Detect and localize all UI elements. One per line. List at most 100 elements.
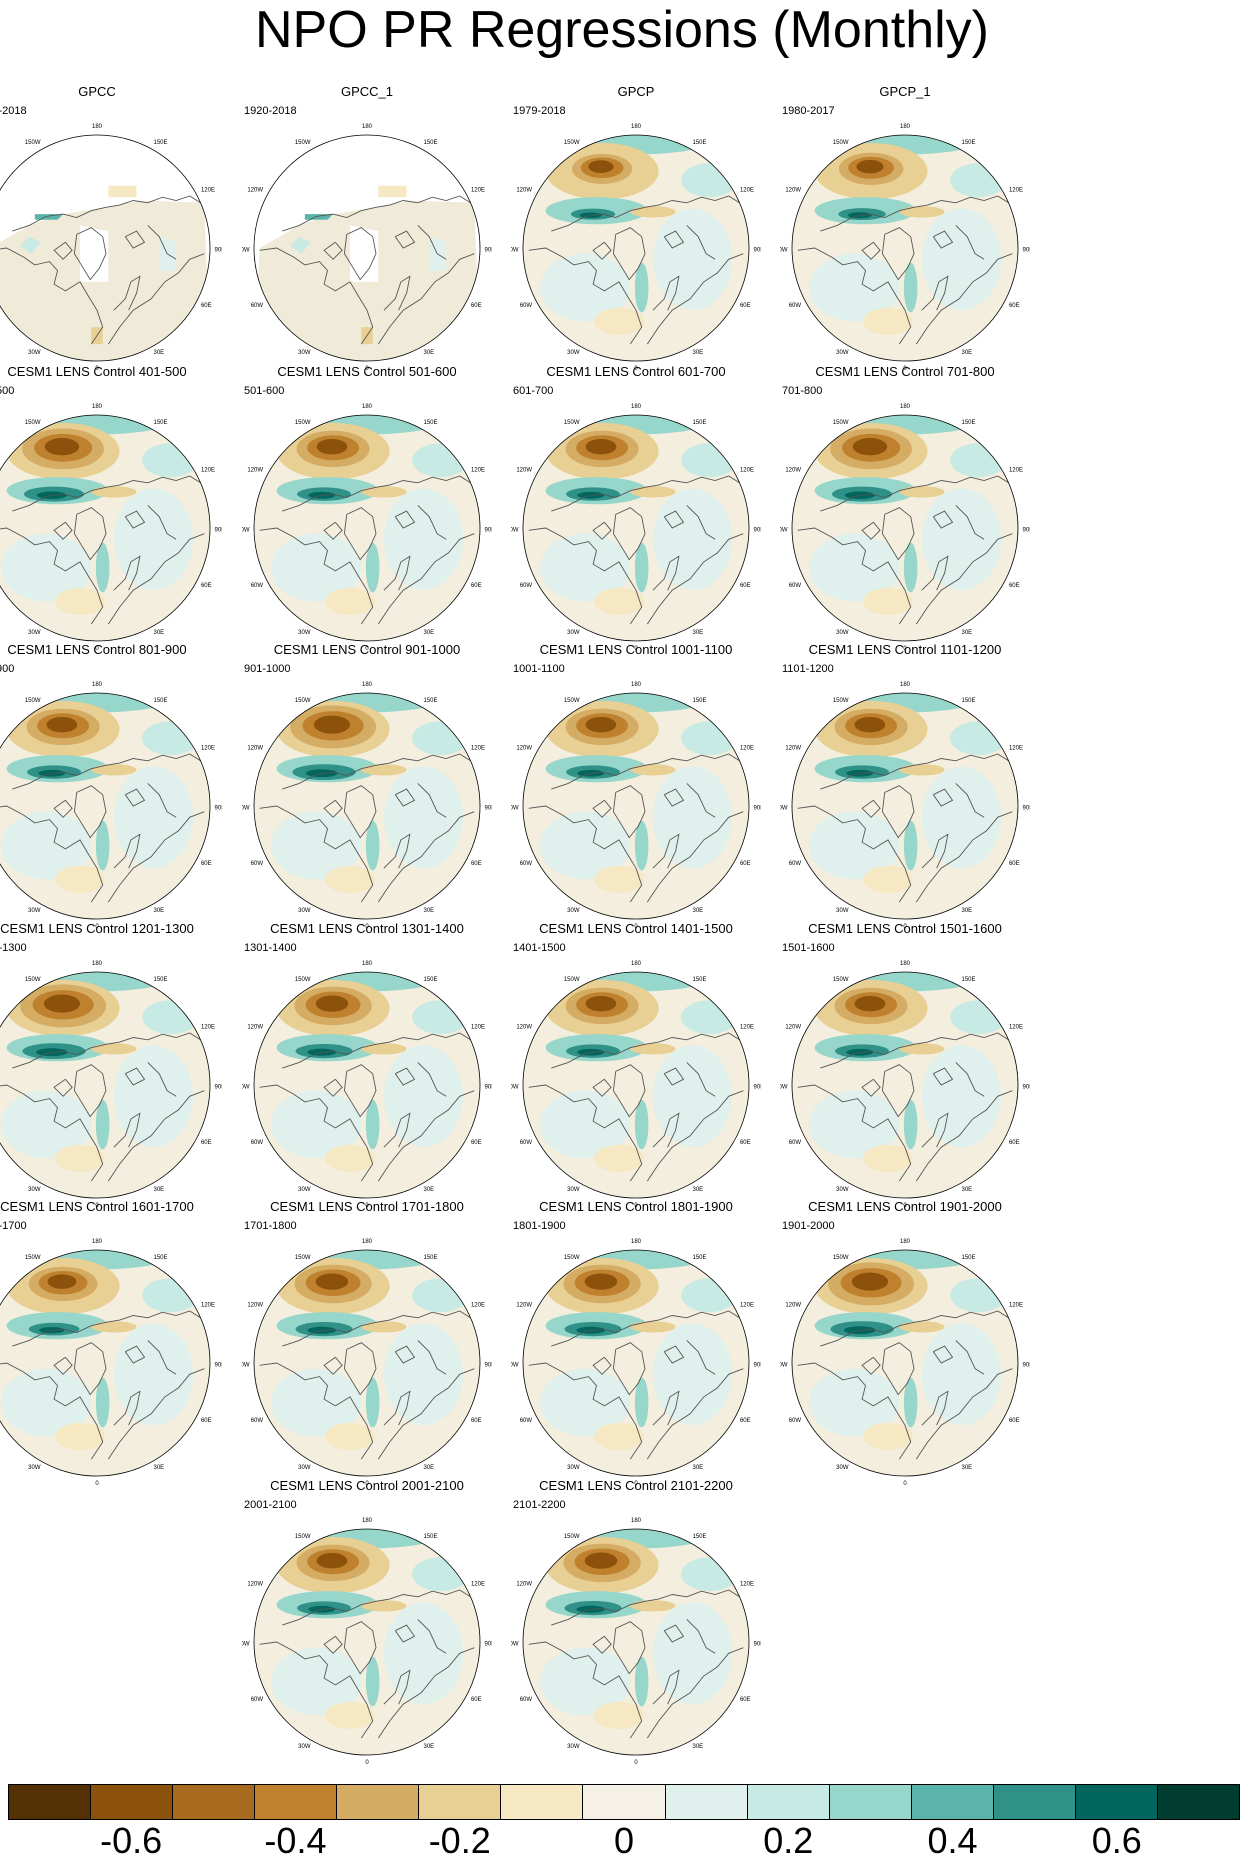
- coastline: [53, 241, 73, 260]
- lon-label: 0: [903, 1203, 907, 1209]
- panel-period: 1979-2018: [513, 105, 566, 117]
- lon-label: 60W: [520, 583, 533, 589]
- lon-label: 60W: [789, 583, 802, 589]
- lon-label: 60E: [201, 1140, 212, 1146]
- colorbar-tick-label: 0.6: [1091, 1820, 1142, 1861]
- anomaly-patch: [585, 438, 617, 455]
- lon-label: 60W: [251, 1140, 264, 1146]
- lon-label: 120W: [516, 1303, 532, 1309]
- coastline: [0, 1362, 104, 1460]
- lon-label: 60E: [471, 1140, 482, 1146]
- anomaly-patch: [681, 163, 738, 198]
- lon-label: 120E: [471, 1303, 485, 1309]
- lon-label: 30E: [693, 1744, 704, 1750]
- lon-label: 60E: [471, 303, 482, 309]
- anomaly-patch: [852, 438, 888, 456]
- panel-period: 1501-1600: [782, 942, 835, 954]
- anomaly-patch: [921, 208, 1002, 311]
- panel-title: CESM1 LENS Control 1801-1900: [539, 1199, 733, 1214]
- coastline: [686, 783, 716, 818]
- anomaly-patch: [539, 811, 631, 880]
- anomaly-patch: [315, 1273, 349, 1290]
- coastline: [797, 247, 912, 345]
- lon-label: 150W: [25, 1255, 41, 1261]
- anomaly-patch: [539, 1647, 631, 1716]
- panel-period: 2101-2200: [513, 1499, 566, 1511]
- lon-label: 60E: [201, 861, 212, 867]
- lon-label: 180: [92, 1239, 103, 1245]
- polar-map: 180 150W 150E 120W 120E 90W 90E 60W 60E 30W 30E 0: [511, 961, 761, 1209]
- coastline: [592, 799, 612, 818]
- colorbar-box: [747, 1785, 830, 1819]
- polar-map: 180 150W 150E 120W 120E 90W 90E 60W 60E 30W 30E 0: [511, 1239, 761, 1487]
- colorbar-tick-label: -0.6: [100, 1820, 163, 1861]
- anomaly-patch: [270, 811, 362, 880]
- lon-label: 60E: [1009, 303, 1020, 309]
- coastline: [417, 1619, 447, 1654]
- lon-label: 60E: [740, 1418, 751, 1424]
- anomaly-patch: [315, 995, 349, 1012]
- coastline: [417, 1062, 447, 1097]
- lon-label: 180: [92, 404, 103, 410]
- anomaly-patch: [681, 1278, 738, 1313]
- anomaly-patch: [594, 1701, 644, 1730]
- anomaly-patch: [681, 1557, 738, 1592]
- coastline: [343, 1342, 377, 1396]
- coastline: [12, 1310, 205, 1347]
- lon-label: 60W: [251, 1697, 264, 1703]
- panel-period: 401-500: [0, 385, 15, 397]
- lon-label: 150E: [424, 140, 438, 146]
- coastline: [663, 1624, 685, 1643]
- coastline: [113, 833, 141, 869]
- lon-label: 90W: [511, 1641, 519, 1647]
- anomaly-patch: [903, 262, 918, 313]
- coastline: [612, 1064, 646, 1118]
- lon-label: 150W: [295, 420, 311, 426]
- coastline: [528, 247, 643, 345]
- lon-label: 90W: [780, 805, 788, 811]
- lon-label: 180: [631, 961, 642, 967]
- coastline: [113, 275, 141, 311]
- lon-label: 30E: [693, 1465, 704, 1471]
- anomaly-patch: [44, 438, 80, 456]
- anomaly-patch: [921, 1045, 1002, 1148]
- anomaly-patch: [365, 1377, 380, 1428]
- lon-label: 30W: [567, 1465, 580, 1471]
- lon-label: 150W: [564, 1534, 580, 1540]
- anomaly-patch: [383, 1602, 464, 1705]
- lon-label: 60W: [520, 1140, 533, 1146]
- lon-label: 30W: [836, 630, 849, 636]
- anomaly-patch: [361, 486, 407, 498]
- coastline: [820, 475, 1013, 512]
- lon-label: 180: [92, 961, 103, 967]
- anomaly-patch: [95, 820, 110, 871]
- map-border: [0, 971, 211, 1199]
- coastline: [0, 805, 104, 903]
- coastline: [861, 521, 881, 540]
- lon-label: 60E: [1009, 1140, 1020, 1146]
- anomaly-patch: [634, 1099, 649, 1150]
- anomaly-patch: [863, 307, 913, 336]
- coastline: [861, 1356, 881, 1375]
- lon-label: 90E: [485, 1084, 492, 1090]
- anomaly-patch: [325, 587, 375, 616]
- coastline: [53, 1356, 73, 1375]
- colorbar-box: [911, 1785, 994, 1819]
- anomaly-patch: [921, 488, 1002, 591]
- lon-label: 150E: [693, 420, 707, 426]
- colorbar-box: [1075, 1785, 1158, 1819]
- lon-label: 0: [95, 924, 99, 930]
- lon-label: 30W: [28, 350, 41, 356]
- anomaly-patch: [863, 1422, 913, 1451]
- lon-label: 120E: [471, 468, 485, 474]
- anomaly-patch: [0, 811, 92, 880]
- anomaly-patch: [91, 1043, 137, 1055]
- coastline: [797, 1084, 912, 1182]
- lon-label: 0: [634, 1203, 638, 1209]
- anomaly-patch: [903, 1377, 918, 1428]
- anomaly-patch: [47, 1274, 77, 1289]
- colorbar-tick-label: -0.4: [264, 1820, 327, 1861]
- lon-label: 60W: [251, 303, 264, 309]
- lon-label: 150E: [962, 140, 976, 146]
- lon-label: 120W: [247, 746, 263, 752]
